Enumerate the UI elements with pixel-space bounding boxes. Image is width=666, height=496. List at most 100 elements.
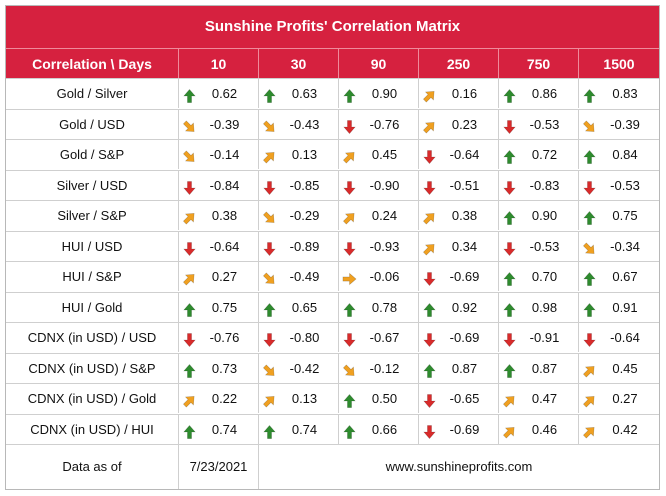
arrow-up-icon bbox=[502, 299, 517, 317]
correlation-value: 0.50 bbox=[371, 391, 398, 406]
correlation-cell: -0.14 bbox=[178, 140, 258, 169]
correlation-value: -0.90 bbox=[369, 177, 400, 193]
correlation-value: 0.67 bbox=[612, 269, 638, 284]
table-footer: Data as of 7/23/2021 www.sunshineprofits… bbox=[6, 444, 659, 489]
correlation-value: -0.34 bbox=[610, 238, 640, 254]
correlation-cell: 0.63 bbox=[258, 79, 338, 108]
correlation-value: 0.46 bbox=[531, 421, 558, 437]
correlation-cell: -0.12 bbox=[338, 353, 418, 383]
table-row: CDNX (in USD) / S&P 0.73 -0.42 -0.12 0.87 0.8… bbox=[6, 352, 659, 383]
correlation-value: 0.45 bbox=[371, 147, 398, 162]
arrow-up-right-icon bbox=[582, 360, 597, 377]
header-days-1500: 1500 bbox=[578, 48, 659, 78]
correlation-value: 0.38 bbox=[451, 208, 478, 223]
correlation-cell: 0.87 bbox=[498, 353, 578, 383]
correlation-cell: -0.93 bbox=[338, 231, 418, 261]
correlation-value: -0.43 bbox=[289, 116, 320, 132]
row-label: Gold / S&P bbox=[59, 147, 125, 162]
correlation-cell: -0.51 bbox=[418, 170, 498, 200]
correlation-value: -0.64 bbox=[209, 238, 240, 254]
table-row: CDNX (in USD) / Gold 0.22 0.13 0.50 -0.65 0.4… bbox=[6, 383, 659, 413]
correlation-value: -0.53 bbox=[610, 177, 640, 193]
table-row: Gold / USD -0.39 -0.43 -0.76 0.23 -0.53 -0.39 bbox=[6, 108, 659, 139]
arrow-up-icon bbox=[342, 299, 357, 317]
correlation-value: 0.23 bbox=[451, 116, 478, 132]
source-url: www.sunshineprofits.com bbox=[258, 445, 659, 489]
header-correlation-days: Correlation \ Days bbox=[6, 48, 178, 78]
arrow-down-icon bbox=[502, 116, 517, 134]
arrow-up-icon bbox=[502, 360, 517, 378]
arrow-up-icon bbox=[342, 85, 357, 103]
correlation-cell: -0.39 bbox=[578, 109, 659, 139]
correlation-cell: -0.53 bbox=[498, 231, 578, 261]
correlation-cell: -0.69 bbox=[418, 262, 498, 291]
correlation-value: 0.22 bbox=[211, 391, 238, 406]
arrow-down-icon bbox=[342, 329, 357, 347]
arrow-right-icon bbox=[342, 268, 357, 286]
table-row: Silver / USD -0.84 -0.85 -0.90 -0.51 -0.83 -0.… bbox=[6, 169, 659, 200]
correlation-cell: -0.89 bbox=[258, 231, 338, 261]
arrow-down-icon bbox=[182, 177, 197, 195]
arrow-up-icon bbox=[182, 421, 197, 439]
arrow-up-right-icon bbox=[342, 207, 357, 225]
correlation-cell: -0.65 bbox=[418, 384, 498, 413]
correlation-value: 0.90 bbox=[371, 86, 398, 101]
correlation-value: 0.73 bbox=[211, 360, 238, 376]
arrow-down-right-icon bbox=[182, 116, 197, 132]
correlation-cell: -0.39 bbox=[178, 109, 258, 139]
correlation-cell: 0.27 bbox=[578, 384, 659, 413]
arrow-up-icon bbox=[582, 268, 597, 286]
arrow-up-icon bbox=[262, 421, 277, 439]
arrow-down-icon bbox=[502, 238, 517, 256]
correlation-cell: 0.75 bbox=[178, 292, 258, 322]
arrow-up-icon bbox=[502, 85, 517, 103]
arrow-up-icon bbox=[342, 421, 357, 439]
correlation-cell: 0.27 bbox=[178, 262, 258, 291]
row-label: Silver / USD bbox=[56, 177, 128, 193]
correlation-cell: -0.64 bbox=[418, 140, 498, 169]
row-label: CDNX (in USD) / S&P bbox=[28, 360, 156, 376]
correlation-value: -0.39 bbox=[209, 116, 240, 132]
arrow-up-right-icon bbox=[582, 390, 597, 408]
arrow-down-right-icon bbox=[182, 146, 197, 162]
correlation-value: 0.62 bbox=[211, 86, 238, 101]
row-label: HUI / Gold bbox=[61, 299, 123, 315]
header-days-90: 90 bbox=[338, 48, 418, 78]
correlation-value: -0.93 bbox=[369, 238, 400, 254]
correlation-cell: 0.38 bbox=[178, 201, 258, 230]
correlation-value: 0.38 bbox=[211, 208, 238, 223]
arrow-up-right-icon bbox=[262, 146, 277, 164]
correlation-cell: -0.34 bbox=[578, 231, 659, 261]
correlation-value: -0.51 bbox=[449, 177, 480, 193]
correlation-value: 0.13 bbox=[291, 147, 318, 162]
arrow-up-right-icon bbox=[262, 390, 277, 408]
correlation-cell: 0.50 bbox=[338, 384, 418, 413]
correlation-cell: 0.38 bbox=[418, 201, 498, 230]
correlation-value: 0.92 bbox=[451, 299, 478, 315]
correlation-cell: 0.23 bbox=[418, 109, 498, 139]
correlation-value: 0.72 bbox=[531, 147, 558, 162]
correlation-cell: 0.86 bbox=[498, 79, 578, 108]
correlation-cell: 0.42 bbox=[578, 414, 659, 444]
correlation-value: 0.70 bbox=[531, 269, 558, 284]
correlation-cell: -0.49 bbox=[258, 262, 338, 291]
correlation-value: -0.89 bbox=[289, 238, 320, 254]
arrow-down-icon bbox=[422, 268, 437, 286]
correlation-value: 0.75 bbox=[211, 299, 238, 315]
header-days-750: 750 bbox=[498, 48, 578, 78]
arrow-up-right-icon bbox=[182, 268, 197, 286]
correlation-cell: 0.73 bbox=[178, 353, 258, 383]
correlation-value: -0.06 bbox=[369, 269, 400, 284]
arrow-up-right-icon bbox=[502, 421, 517, 438]
correlation-value: -0.91 bbox=[529, 330, 560, 345]
arrow-up-icon bbox=[262, 299, 277, 317]
correlation-value: -0.53 bbox=[529, 116, 560, 132]
correlation-value: -0.42 bbox=[289, 360, 320, 376]
arrow-down-icon bbox=[502, 329, 517, 347]
correlation-cell: 0.87 bbox=[418, 353, 498, 383]
correlation-cell: 0.24 bbox=[338, 201, 418, 230]
correlation-cell: 0.90 bbox=[498, 201, 578, 230]
arrow-down-icon bbox=[582, 177, 597, 195]
row-label: CDNX (in USD) / Gold bbox=[27, 391, 157, 406]
data-date: 7/23/2021 bbox=[178, 445, 258, 489]
